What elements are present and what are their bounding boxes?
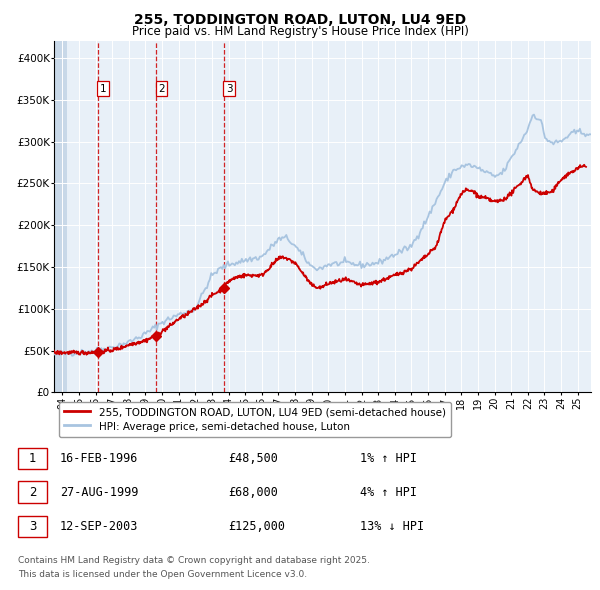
- Text: 2: 2: [29, 486, 36, 499]
- Text: £48,500: £48,500: [228, 452, 278, 465]
- Text: 27-AUG-1999: 27-AUG-1999: [60, 486, 139, 499]
- Text: 1% ↑ HPI: 1% ↑ HPI: [360, 452, 417, 465]
- Text: 12-SEP-2003: 12-SEP-2003: [60, 520, 139, 533]
- Text: Price paid vs. HM Land Registry's House Price Index (HPI): Price paid vs. HM Land Registry's House …: [131, 25, 469, 38]
- Text: 4% ↑ HPI: 4% ↑ HPI: [360, 486, 417, 499]
- Text: 255, TODDINGTON ROAD, LUTON, LU4 9ED: 255, TODDINGTON ROAD, LUTON, LU4 9ED: [134, 13, 466, 27]
- Text: 16-FEB-1996: 16-FEB-1996: [60, 452, 139, 465]
- Text: 3: 3: [29, 520, 36, 533]
- Text: £68,000: £68,000: [228, 486, 278, 499]
- Text: 3: 3: [226, 84, 232, 94]
- Text: 1: 1: [29, 452, 36, 465]
- Text: Contains HM Land Registry data © Crown copyright and database right 2025.: Contains HM Land Registry data © Crown c…: [18, 556, 370, 565]
- Text: 2: 2: [158, 84, 165, 94]
- Text: 13% ↓ HPI: 13% ↓ HPI: [360, 520, 424, 533]
- Legend: 255, TODDINGTON ROAD, LUTON, LU4 9ED (semi-detached house), HPI: Average price, : 255, TODDINGTON ROAD, LUTON, LU4 9ED (se…: [59, 402, 451, 437]
- Text: 1: 1: [100, 84, 106, 94]
- Text: £125,000: £125,000: [228, 520, 285, 533]
- Text: This data is licensed under the Open Government Licence v3.0.: This data is licensed under the Open Gov…: [18, 571, 307, 579]
